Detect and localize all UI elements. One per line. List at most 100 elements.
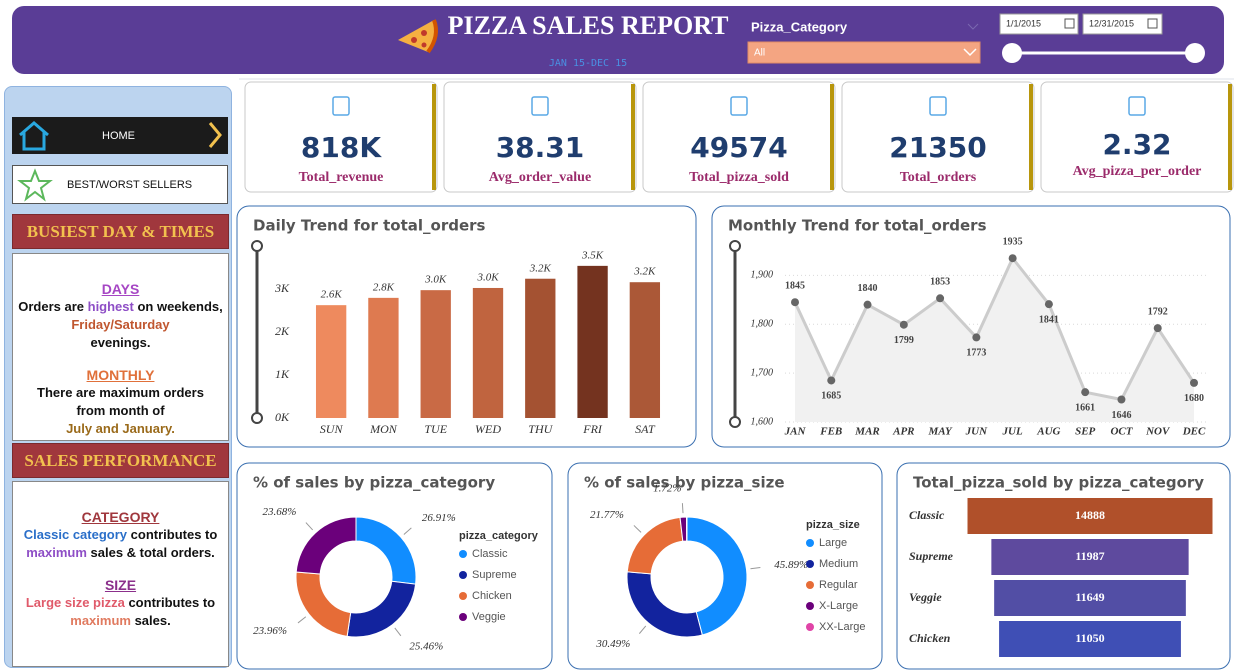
insight-heading: CATEGORY xyxy=(81,509,160,525)
legend-label: X-Large xyxy=(819,600,858,612)
axis-handle xyxy=(729,240,741,252)
insight-heading: SIZE xyxy=(104,577,137,593)
legend-swatch xyxy=(806,581,814,589)
data-label: 1935 xyxy=(1003,237,1023,248)
calendar-icon xyxy=(1064,18,1075,29)
insight-line: maximum sales. xyxy=(13,612,228,630)
data-label: 1661 xyxy=(1075,402,1095,413)
kpi-icon xyxy=(1128,96,1146,116)
data-label: 1685 xyxy=(821,391,841,402)
chevron-icon xyxy=(208,122,222,148)
insight-text: Orders are xyxy=(18,299,88,314)
data-label: 1840 xyxy=(858,283,878,294)
data-point xyxy=(1008,254,1017,263)
data-label: 1646 xyxy=(1111,410,1131,421)
kpi-value: 2.32 xyxy=(1102,128,1171,161)
insight-line: July and January. xyxy=(13,420,228,438)
donut-slice xyxy=(686,516,748,636)
legend-title: pizza_size xyxy=(806,519,860,531)
kpi-card xyxy=(244,81,438,193)
bar xyxy=(472,287,504,418)
date-slider-handle[interactable] xyxy=(1185,43,1205,63)
pizza-icon xyxy=(398,19,438,54)
x-tick-label: APR xyxy=(892,426,914,438)
date-start: 1/1/2015 xyxy=(1006,18,1041,28)
kpi-icon xyxy=(929,96,947,116)
chart-title: % of sales by pizza_size xyxy=(584,474,785,492)
leader-line xyxy=(633,525,642,533)
filter-label: Pizza_Category xyxy=(751,19,848,34)
date-start-box[interactable] xyxy=(999,13,1079,35)
x-tick-label: MAY xyxy=(927,426,953,438)
data-label: 1.72% xyxy=(653,483,681,495)
x-tick-label: MON xyxy=(369,422,398,436)
legend-label: Chicken xyxy=(472,590,512,602)
date-end-box[interactable] xyxy=(1082,13,1163,35)
chart-title: Monthly Trend for total_orders xyxy=(728,217,987,235)
x-tick-label: AUG xyxy=(1036,426,1060,438)
category-label: Supreme xyxy=(909,549,954,563)
data-label: 1853 xyxy=(930,277,950,288)
axis-handle xyxy=(251,240,263,252)
nav-best-worst[interactable]: BEST/WORST SELLERS xyxy=(12,165,228,204)
sidebar: HOME BEST/WORST SELLERS BUSIEST DAY & TI… xyxy=(4,86,232,668)
kpi-accent xyxy=(1228,84,1232,190)
section-body: DAYS Orders are highest on weekends, Frida… xyxy=(12,253,229,441)
kpi-value: 21350 xyxy=(889,131,986,164)
legend-title: pizza_category xyxy=(459,530,539,542)
kpi-icon xyxy=(531,96,549,116)
legend-label: Large xyxy=(819,537,847,549)
data-label: 26.91% xyxy=(422,512,456,524)
funnel-bar xyxy=(994,580,1186,616)
data-label: 23.68% xyxy=(262,506,296,518)
insight-text: maximum xyxy=(26,545,87,560)
trend-line xyxy=(793,255,1196,402)
x-tick-label: MAR xyxy=(854,426,879,438)
x-tick-label: TUE xyxy=(424,422,447,436)
axis-handle xyxy=(251,412,263,424)
data-point xyxy=(863,300,872,309)
data-point xyxy=(972,333,981,342)
nav-home[interactable]: HOME xyxy=(12,117,228,154)
legend-swatch xyxy=(806,602,814,610)
insight-line: Orders are highest on weekends, xyxy=(13,298,228,316)
leader-line xyxy=(638,625,647,634)
kpi-label: Total_pizza_sold xyxy=(689,170,789,185)
category-label: Chicken xyxy=(909,631,951,645)
legend-label: XX-Large xyxy=(819,621,865,633)
funnel-bar xyxy=(991,539,1189,575)
legend-label: Classic xyxy=(472,548,508,560)
axis-handle xyxy=(729,416,741,428)
star-icon xyxy=(17,168,53,202)
chart-title: % of sales by pizza_category xyxy=(253,474,495,492)
x-tick-label: FRI xyxy=(582,422,603,436)
kpi-accent xyxy=(631,84,635,190)
kpi-icon xyxy=(332,96,350,116)
leader-line xyxy=(681,503,684,514)
legend-swatch xyxy=(459,592,467,600)
y-tick-label: 1,700 xyxy=(751,367,774,378)
insight-text: contributes to xyxy=(124,595,216,610)
legend-swatch xyxy=(806,560,814,568)
insight-heading: MONTHLY xyxy=(86,367,155,383)
kpi-label: Total_revenue xyxy=(299,170,384,185)
data-label: 1792 xyxy=(1148,306,1168,317)
data-label: 1845 xyxy=(785,281,805,292)
y-tick-label: 1,900 xyxy=(751,270,774,281)
insight-line: from month of xyxy=(13,402,228,420)
insight-text: on weekends, xyxy=(133,299,223,314)
category-value: All xyxy=(754,48,765,59)
date-slider-handle[interactable] xyxy=(1002,43,1022,63)
insight-text: evenings. xyxy=(90,335,151,350)
y-tick-label: 3K xyxy=(274,281,290,295)
category-label: Classic xyxy=(909,508,945,522)
home-icon xyxy=(19,121,49,151)
y-tick-label: 1,800 xyxy=(751,319,774,330)
divider xyxy=(239,78,1234,80)
data-label: 1841 xyxy=(1039,314,1059,325)
chart-title: Total_pizza_sold by pizza_category xyxy=(913,474,1204,492)
insight-line: Classic category contributes to xyxy=(13,526,228,544)
insight-text: maximum xyxy=(70,613,131,628)
category-dropdown[interactable] xyxy=(747,41,981,64)
